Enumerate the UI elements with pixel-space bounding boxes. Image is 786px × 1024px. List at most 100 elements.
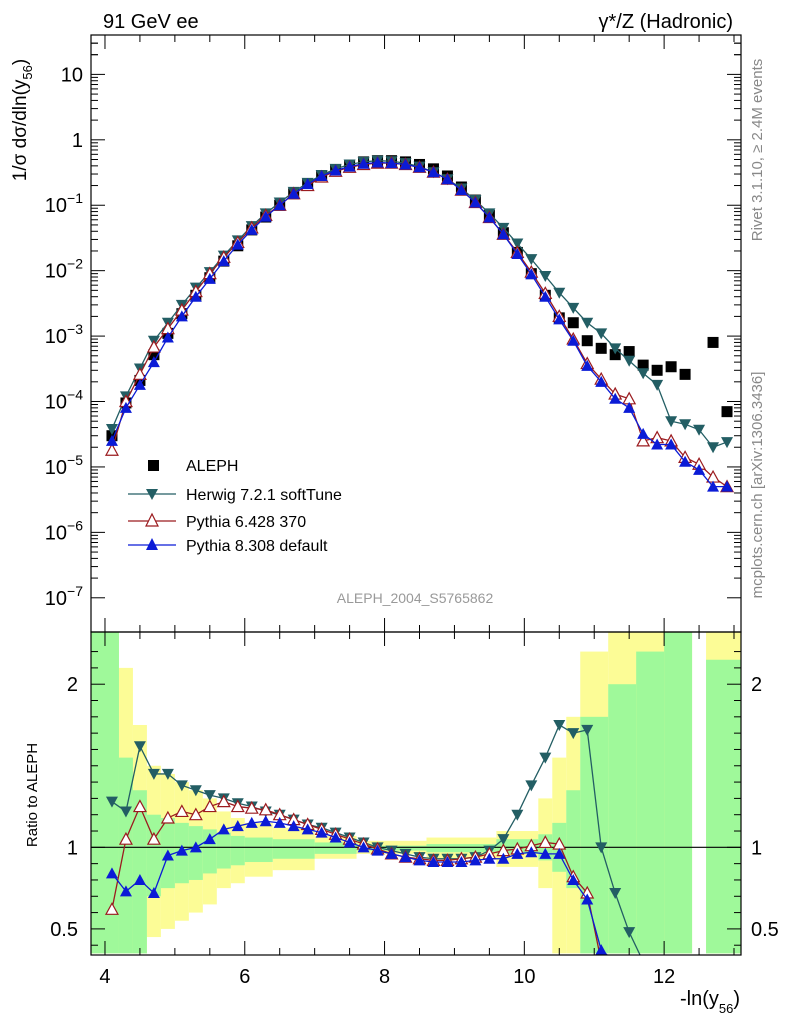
main-point-aleph-43: [707, 336, 719, 348]
legend-label-pythia6: Pythia 6.428 370: [186, 514, 306, 531]
x-tick-label-4: 4: [99, 966, 110, 988]
main-point-aleph-44: [721, 406, 733, 418]
main-point-pythia8-40: [665, 438, 678, 450]
ratio-point-pythia6-3: [146, 831, 161, 845]
ratio-point-pythia8-32: [553, 847, 566, 859]
band-inner-23: [706, 659, 741, 954]
main-point-aleph-33: [567, 317, 579, 329]
main-point-pythia8-11: [259, 210, 272, 222]
main-point-pythia8-37: [623, 401, 636, 413]
xlabel: -ln(y56): [680, 988, 740, 1016]
band-inner-9: [230, 835, 245, 866]
tick-base: 10: [45, 522, 67, 544]
main-point-pythia8-3: [147, 356, 160, 368]
ratio-point-pythia6-5: [174, 804, 189, 818]
xlabel-text: -ln(y: [680, 988, 719, 1010]
main-line-pythia8: [111, 161, 728, 488]
tick-base: 10: [45, 195, 67, 217]
main-point-aleph-37: [623, 346, 635, 358]
main-point-pythia8-9: [231, 238, 244, 250]
tick-exp: −4: [67, 387, 83, 403]
ratio-point-pythia6-11: [258, 802, 273, 816]
band-inner-14: [426, 844, 497, 853]
main-y-tick-label-0.1: 10−1: [45, 190, 83, 217]
ratio-point-pythia8-18: [357, 841, 370, 853]
ratio-point-pythia8-6: [189, 841, 202, 853]
main-point-pythia8-17: [343, 160, 356, 172]
main-plot-series: [104, 155, 735, 493]
main-point-herwig-43: [707, 442, 720, 454]
ratio-point-pythia8-3: [147, 887, 160, 899]
x-tick-label-10: 10: [513, 966, 535, 988]
main-point-pythia8-25: [455, 184, 468, 196]
ratio-point-pythia8-15: [315, 826, 328, 838]
ratio-y-tick-label-right-1: 1: [751, 837, 762, 859]
band-inner-19: [580, 716, 609, 954]
main-point-pythia8-36: [609, 392, 622, 404]
main-point-pythia8-26: [469, 196, 482, 208]
main-point-pythia8-32: [553, 313, 566, 325]
ratio-frame: [90, 631, 742, 956]
ratio-point-herwig-7: [203, 790, 216, 802]
ratio-point-herwig-30: [525, 780, 538, 792]
main-point-herwig-29: [511, 238, 524, 250]
ratio-point-pythia8-16: [329, 831, 342, 843]
main-point-pythia8-5: [175, 310, 188, 322]
ratio-series-pythia8: [105, 815, 609, 955]
ratio-point-pythia6-2: [132, 799, 147, 813]
main-y-tick-label-1: 1: [72, 130, 83, 152]
main-point-herwig-36: [609, 343, 622, 355]
tick-exp: −1: [67, 190, 83, 206]
ratio-point-pythia8-17: [343, 836, 356, 848]
main-point-pythia8-27: [483, 211, 496, 223]
legend-marker-aleph: [148, 460, 159, 471]
main-series-aleph: [106, 155, 733, 442]
main-point-pythia8-4: [161, 331, 174, 343]
main-point-herwig-34: [581, 317, 594, 329]
ratio-y-tick-label-right-0.5: 0.5: [751, 919, 779, 941]
ratio-point-pythia8-14: [301, 823, 314, 835]
legend-marker-herwig: [146, 489, 158, 500]
analysis-watermark: ALEPH_2004_S5765862: [337, 590, 494, 606]
tick-base: 10: [45, 326, 67, 348]
legend-entry-herwig: Herwig 7.2.1 softTune: [128, 487, 342, 504]
main-point-herwig-44: [721, 437, 734, 449]
ratio-point-pythia8-29: [511, 847, 524, 859]
tick-exp: −3: [67, 321, 83, 337]
main-point-pythia6-0: [104, 442, 119, 456]
rivet-label: Rivet 3.1.10, ≥ 2.4M events: [749, 59, 766, 242]
main-point-aleph-39: [651, 364, 663, 376]
legend-label-herwig: Herwig 7.2.1 softTune: [186, 487, 342, 504]
ratio-point-herwig-2: [133, 741, 146, 753]
main-point-pythia8-23: [427, 166, 440, 178]
ratio-point-herwig-5: [175, 780, 188, 792]
band-inner-20: [608, 684, 637, 954]
main-point-herwig-38: [637, 368, 650, 380]
ratio-point-herwig-33: [567, 728, 580, 740]
main-point-pythia8-8: [217, 255, 230, 267]
header-left: 91 GeV ee: [103, 11, 199, 33]
band-inner-3: [146, 814, 161, 897]
header-right: γ*/Z (Hadronic): [599, 11, 733, 33]
main-point-pythia8-42: [693, 463, 706, 475]
main-point-herwig-30: [525, 254, 538, 266]
main-point-herwig-42: [693, 424, 706, 436]
main-point-pythia8-7: [203, 272, 216, 284]
main-point-pythia8-0: [105, 434, 118, 446]
main-point-herwig-0: [105, 424, 118, 436]
ratio-series-pythia6: [104, 794, 601, 955]
main-point-pythia8-6: [189, 290, 202, 302]
ratio-point-pythia8-35: [595, 944, 608, 955]
tick-base: 10: [45, 261, 67, 283]
main-point-pythia8-31: [539, 290, 552, 302]
main-point-pythia8-16: [329, 164, 342, 176]
tick-exp: −2: [67, 256, 83, 272]
ratio-point-pythia8-23: [427, 856, 440, 868]
legend-entry-aleph: ALEPH: [148, 458, 238, 475]
main-point-pythia8-15: [315, 169, 328, 181]
ratio-point-pythia6-6: [188, 807, 203, 821]
ratio-point-pythia8-24: [441, 856, 454, 868]
main-y-tick-label-1e-7: 10−7: [45, 583, 83, 610]
ratio-point-herwig-1: [119, 806, 132, 818]
main-point-herwig-33: [567, 302, 580, 314]
